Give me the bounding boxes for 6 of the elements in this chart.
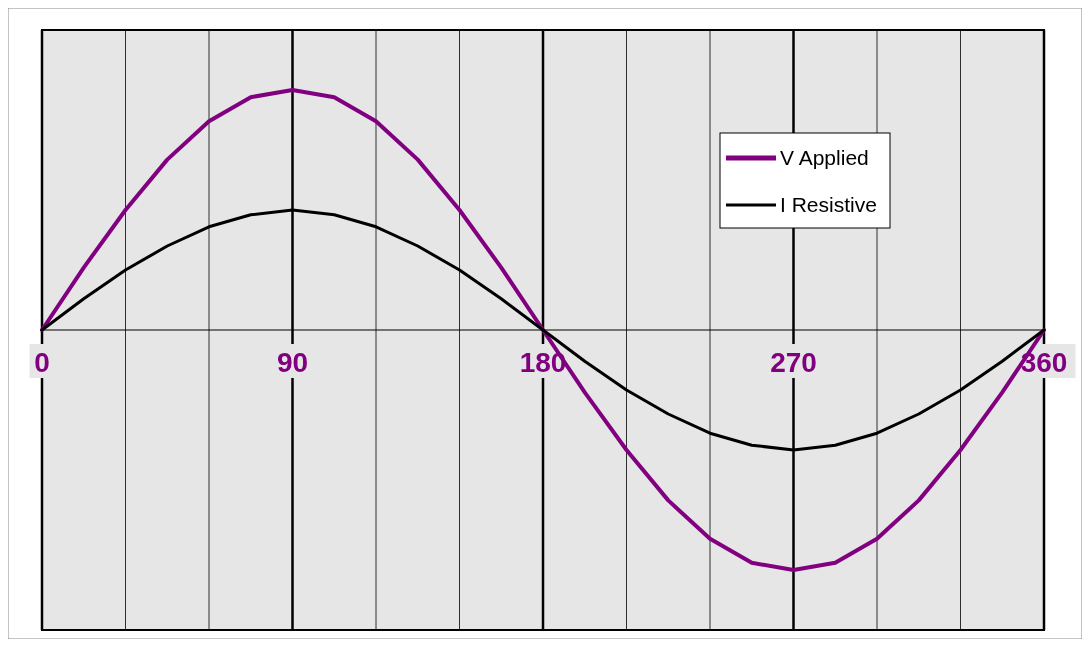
legend-label: V Applied — [780, 146, 869, 169]
x-tick-label: 90 — [276, 347, 309, 378]
x-tick-label: 0 — [34, 347, 50, 378]
x-tick-label: 270 — [770, 347, 817, 378]
x-tick-label: 360 — [1020, 347, 1068, 378]
legend-label: I Resistive — [780, 193, 877, 216]
